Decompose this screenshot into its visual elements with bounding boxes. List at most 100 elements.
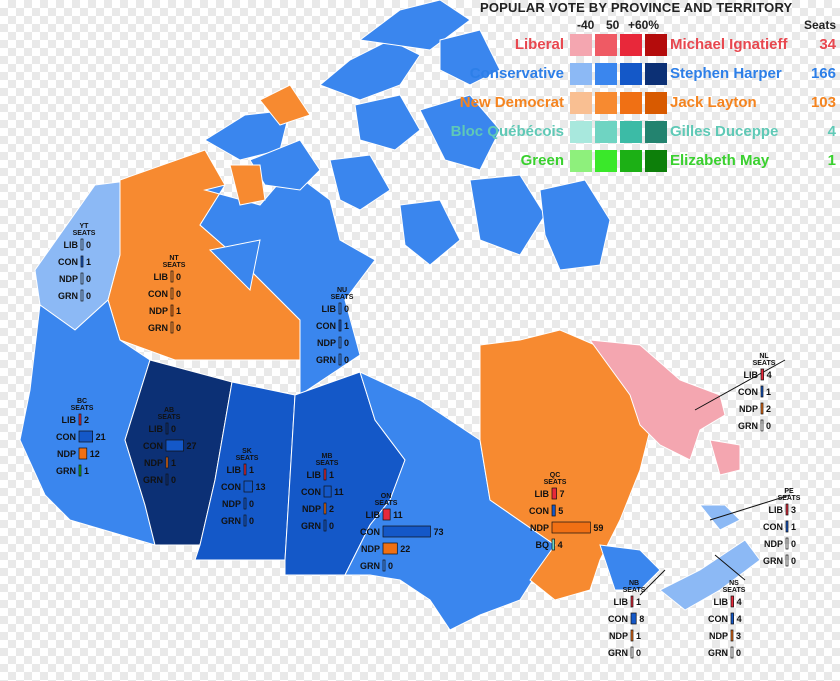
party-abbrev: GRN	[763, 556, 783, 566]
seat-bar	[338, 336, 342, 349]
party-abbrev: NDP	[764, 539, 783, 549]
seat-bar	[243, 497, 247, 510]
region-qc	[479, 329, 651, 601]
legend-scale-low: -40	[577, 18, 595, 32]
seat-value: 1	[636, 631, 641, 641]
arctic-island	[204, 109, 291, 161]
region-label: YT	[80, 223, 90, 230]
seat-value: 3	[736, 631, 741, 641]
party-abbrev: GRN	[608, 648, 628, 658]
region-label: NL	[759, 353, 769, 360]
legend-party-name: Conservative	[469, 65, 564, 82]
seat-bar	[165, 422, 169, 435]
seat-value: 0	[86, 291, 91, 301]
legend-swatch	[595, 121, 617, 143]
seat-bar	[630, 612, 637, 625]
seat-value: 73	[433, 527, 443, 537]
seat-bar	[551, 521, 591, 534]
seat-value: 11	[334, 487, 344, 497]
party-abbrev: CON	[708, 614, 728, 624]
party-abbrev: CON	[58, 257, 78, 267]
seat-value: 4	[737, 614, 742, 624]
seat-value: 8	[639, 614, 644, 624]
seat-bar	[630, 629, 634, 642]
legend-seats-header: Seats	[803, 18, 836, 32]
seat-bar	[551, 504, 556, 517]
seat-bar	[80, 272, 84, 285]
legend-leader-name: Stephen Harper	[670, 65, 782, 82]
seat-bar	[730, 595, 734, 608]
region-label: NU	[337, 287, 347, 294]
leader-line	[694, 359, 786, 411]
seat-value: 59	[593, 523, 603, 533]
party-abbrev: LIB	[614, 597, 629, 607]
legend-swatch	[620, 121, 642, 143]
legend-swatch	[645, 92, 667, 114]
party-abbrev: LIB	[714, 597, 729, 607]
legend-leader-name: Gilles Duceppe	[670, 123, 779, 140]
seat-value: 1	[249, 465, 254, 475]
legend-swatch	[570, 121, 592, 143]
leader-line	[639, 569, 666, 596]
arctic-island	[539, 179, 611, 271]
legend-seat-count: 103	[810, 94, 836, 111]
party-abbrev: NDP	[57, 449, 76, 459]
seat-value: 13	[255, 482, 265, 492]
legend-swatch	[645, 34, 667, 56]
seats-caption: SEATS	[236, 455, 259, 462]
party-abbrev: NDP	[317, 338, 336, 348]
seat-bar	[785, 554, 789, 567]
seat-value: 22	[400, 544, 410, 554]
legend-row: Conservative Stephen Harper 166	[470, 63, 840, 87]
legend-scale-high: +60%	[628, 18, 660, 32]
seat-value: 1	[344, 321, 349, 331]
seat-value: 1	[84, 466, 89, 476]
legend-title: POPULAR VOTE BY PROVINCE AND TERRITORY	[480, 0, 793, 15]
seat-value: 0	[176, 289, 181, 299]
seat-bar	[80, 255, 84, 268]
legend-row: New Democrat Jack Layton 103	[460, 92, 840, 116]
seat-bar	[551, 538, 555, 551]
region-label: SK	[242, 448, 252, 455]
party-abbrev: CON	[763, 522, 783, 532]
seat-value: 21	[96, 432, 106, 442]
seat-value: 2	[329, 504, 334, 514]
party-abbrev: BQ	[536, 540, 550, 550]
seat-value: 0	[249, 499, 254, 509]
seat-bar	[165, 473, 169, 486]
party-abbrev: CON	[56, 432, 76, 442]
region-label: PE	[784, 488, 794, 495]
legend-party-name: Green	[520, 152, 564, 169]
legend-swatch	[595, 150, 617, 172]
seat-value: 4	[737, 597, 742, 607]
party-abbrev: NDP	[144, 458, 163, 468]
seats-caption: SEATS	[73, 230, 96, 237]
region-label: AB	[164, 407, 174, 414]
seat-value: 0	[791, 539, 796, 549]
seat-value: 0	[176, 272, 181, 282]
party-abbrev: NDP	[709, 631, 728, 641]
seat-value: 4	[767, 370, 772, 380]
party-abbrev: GRN	[221, 516, 241, 526]
seat-bar	[760, 368, 764, 381]
legend-row: Bloc Québécois Gilles Duceppe 4	[451, 121, 840, 145]
party-abbrev: GRN	[360, 561, 380, 571]
legend-leader-name: Jack Layton	[670, 94, 757, 111]
seat-value: 2	[766, 404, 771, 414]
party-abbrev: CON	[221, 482, 241, 492]
seats-caption: SEATS	[331, 294, 354, 301]
arctic-island	[469, 174, 546, 256]
party-abbrev: LIB	[154, 272, 169, 282]
region-label: MB	[322, 453, 333, 460]
arctic-island	[399, 199, 461, 266]
seats-caption: SEATS	[778, 495, 801, 502]
legend-seat-count: 166	[810, 65, 836, 82]
